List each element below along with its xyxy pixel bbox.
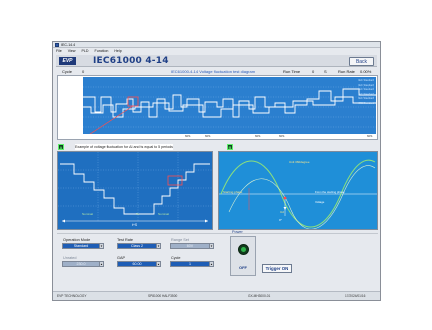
page-title: IEC61000 4-14 [93,56,169,66]
scope-tick: 60S [367,134,373,138]
status-date: 17/2024/01/16 [345,294,366,298]
status-model: SP81000 HALF3500 [148,294,178,298]
scope-tick: 60S [185,134,191,138]
right-panel-header: B [218,143,378,151]
dropdown-arrow-icon: ▾ [209,244,213,248]
overview-plot: IEC Standard IEC Standard IEC Standard I… [60,77,376,154]
scope-legend-item: IEC Standard [358,88,374,92]
scope-tick: 60S [279,134,285,138]
dropdown-arrow-icon: ▾ [99,244,103,248]
app-window: IEC-14.4 File View PLD Function Help EVP… [52,41,381,301]
range-set-select[interactable]: 60V ▾ [170,243,214,249]
scope-legend-item: IEC Standard [358,101,374,105]
panel-b-label-from-start: From the starting phase [315,190,345,194]
status-bar: EVP TECHNOLOGY SP81000 HALF3500 GX-MH300… [53,291,380,300]
scope-legend-item: IEC Standard [358,97,374,101]
header-bar: EVP IEC61000 4-14 Back [56,55,377,67]
panel-a-marker[interactable] [167,175,183,186]
scope-right-legend: IEC Standard IEC Standard IEC Standard I… [358,79,374,107]
test-rate-value: Class 2 [118,244,156,248]
stepper-icon: ▴ [209,262,213,266]
power-indicator-icon [238,244,249,255]
brand-logo: EVP [59,57,76,65]
power-label: Power [232,230,243,234]
scope-tick-row: 60S 60S 60S 60S 60S [83,134,376,140]
operation-mode-value: Standard [63,244,99,248]
control-panel: Operation Mode Standard ▾ Test Rate Clas… [57,230,378,285]
cycle-count-value: 1 [171,262,209,266]
test-rate-select[interactable]: Class 2 ▾ [117,243,161,249]
unrated-value: 230.0 [63,262,99,266]
panel-a-badge: A [58,144,64,150]
run-rate-value: 0.00% [360,69,372,74]
test-rate-label: Test Rate [117,238,134,242]
menu-help[interactable]: Help [114,48,122,53]
scope-tick: 60S [205,134,211,138]
run-status-line: Cycle 0 IEC61000-4-14 Voltage fluctuatio… [56,69,377,75]
scope-legend-item: IEC Standard [358,79,374,82]
power-state: OFF [239,265,247,270]
overview-waveform [60,86,376,154]
zoom-pointer-line [60,105,134,154]
dropdown-arrow-icon: ▾ [156,244,160,248]
panel-a-label-ts: Ts [136,212,139,216]
range-set-label: Range Set [171,238,189,242]
menu-file[interactable]: File [56,48,62,53]
window-title: IEC-14.4 [61,42,76,47]
diagram-caption: IEC61000-4-14 Voltage fluctuation test d… [171,69,256,74]
cycle-count-input[interactable]: 1 ▴ [170,261,214,267]
scope-legend-item: IEC Standard [358,92,374,96]
panel-a-plot: Nominal Ts Nominal t+S [57,151,213,230]
scope-tick: 60S [255,134,261,138]
panel-a-label-nominal-left: Nominal [82,212,94,216]
panel-b-label-ud: Ud [280,210,284,214]
cycle-label: Cycle [62,69,73,74]
cycle-value: 0 [82,69,85,74]
back-button[interactable]: Back [349,57,374,66]
panel-b-label-start: Starting phase [223,190,243,194]
stepper-icon: ▴ [156,262,160,266]
gap-input[interactable]: 60.00 ▴ [117,261,161,267]
run-time-unit: S [324,69,327,74]
run-time-value: 0 [312,69,315,74]
cycle-count-label: Cycle [171,256,181,260]
menu-pld[interactable]: PLD [81,48,89,53]
menu-function[interactable]: Function [94,48,109,53]
status-company: EVP TECHNOLOGY [57,294,87,298]
unrated-input[interactable]: 230.0 ▴ [62,261,104,267]
run-rate-label: Run Rate [338,69,355,74]
panel-a-waveform [58,152,212,223]
panel-b-label-voltage: Voltage [315,200,325,204]
unrated-label: Unrated [63,256,77,260]
range-set-value: 60V [171,244,209,248]
panel-b-plot: Unit 360degree Starting phase From the s… [218,151,378,230]
panel-a-caption: Example of voltage fluctuation for ΔI an… [75,144,173,150]
power-toggle[interactable]: OFF [230,236,256,276]
operation-mode-select[interactable]: Standard ▾ [62,243,104,249]
menu-view[interactable]: View [67,48,76,53]
panel-b-label-zero: 0° [279,218,282,222]
overview-scope: IEC Standard IEC Standard IEC Standard I… [57,75,378,154]
panel-b-top-label: Unit 360degree [289,160,310,164]
left-panel-header: A Example of voltage fluctuation for ΔI … [57,143,213,151]
title-bar: IEC-14.4 [53,42,380,48]
app-icon [55,42,59,47]
scope-legend-item: IEC Standard [358,83,374,87]
menu-bar: File View PLD Function Help [53,48,380,53]
gap-label: GAP [117,256,126,260]
panel-b-waveform [219,159,377,230]
stepper-icon: ▴ [99,262,103,266]
panel-b-badge: B [227,144,233,150]
run-time-label: Run Time [283,69,301,74]
panel-a-axis-label: t+S [132,223,138,227]
status-serial: GX-MH3000-01 [248,294,271,298]
trigger-on-button[interactable]: Trigger ON [262,264,292,273]
panel-a-label-nominal-right: Nominal [158,212,170,216]
gap-value: 60.00 [118,262,156,266]
operation-mode-label: Operation Mode [63,238,91,242]
